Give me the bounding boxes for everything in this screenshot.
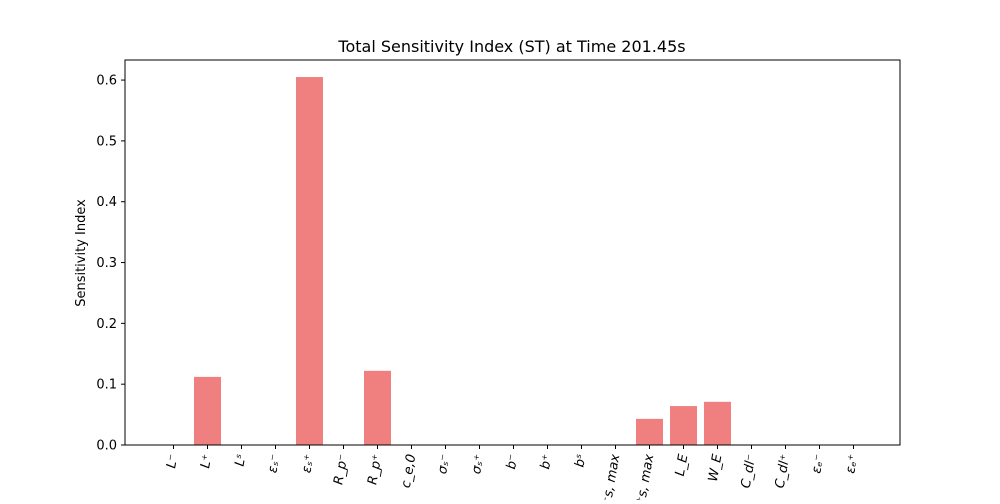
y-tick-label: 0.5 xyxy=(96,134,117,149)
y-tick-label: 0.4 xyxy=(96,195,117,210)
bar-1 xyxy=(194,376,221,445)
x-tick-label: c_e,0 xyxy=(399,453,420,489)
bar-14 xyxy=(636,418,663,445)
x-tick-label: εₛ⁺ xyxy=(299,453,317,474)
x-tick-label: εₑ⁺ xyxy=(843,453,861,475)
x-tick-label: σₛ⁻ xyxy=(435,453,453,475)
bar-6 xyxy=(364,370,391,445)
x-tick-label: b⁺ xyxy=(538,453,555,470)
x-tick-label: R_p⁻ xyxy=(331,453,351,486)
y-tick-label: 0.1 xyxy=(96,378,117,393)
x-tick-label: σₛ⁺ xyxy=(469,453,487,475)
plot-frame xyxy=(124,59,901,446)
bar-4 xyxy=(296,77,323,445)
x-tick-label: bˢ xyxy=(572,453,589,469)
x-tick-label: εₛ⁻ xyxy=(265,453,283,474)
y-axis-label: Sensitivity Index xyxy=(74,199,89,307)
x-tick-label: b⁻ xyxy=(504,453,521,470)
bar-15 xyxy=(670,406,697,445)
y-axis: 0.0 0.1 0.2 0.3 0.4 0.5 0.6 xyxy=(96,74,125,454)
x-tick-label: C_dl⁻ xyxy=(739,453,760,489)
x-tick-label: L⁺ xyxy=(198,453,215,469)
x-tick-label: c⁺s, max xyxy=(633,453,658,500)
x-tick-label: L_E xyxy=(673,452,692,477)
y-tick-label: 0.3 xyxy=(96,256,117,271)
x-tick-label: c⁻s, max xyxy=(599,453,624,500)
x-axis: L⁻ L⁺ Lˢ εₛ⁻ εₛ⁺ R_p⁻ R_p⁺ c_e,0 σₛ⁻ σₛ⁺ b⁻ b⁺ bˢ c⁻s… xyxy=(164,445,861,504)
bars-layer xyxy=(194,77,731,445)
y-tick-label: 0.0 xyxy=(96,439,117,454)
x-tick-label: Lˢ xyxy=(233,453,250,468)
x-tick-label: R_p⁺ xyxy=(365,453,385,486)
x-tick-label: C_dl⁺ xyxy=(773,453,794,489)
x-tick-label: εₑ⁻ xyxy=(809,453,827,475)
bar-16 xyxy=(704,401,731,445)
x-tick-label: L⁻ xyxy=(164,453,181,469)
y-tick-label: 0.6 xyxy=(96,74,117,89)
y-tick-label: 0.2 xyxy=(96,317,117,332)
x-tick-label: W_E xyxy=(706,452,726,483)
chart-title: Total Sensitivity Index (ST) at Time 201… xyxy=(337,37,685,56)
